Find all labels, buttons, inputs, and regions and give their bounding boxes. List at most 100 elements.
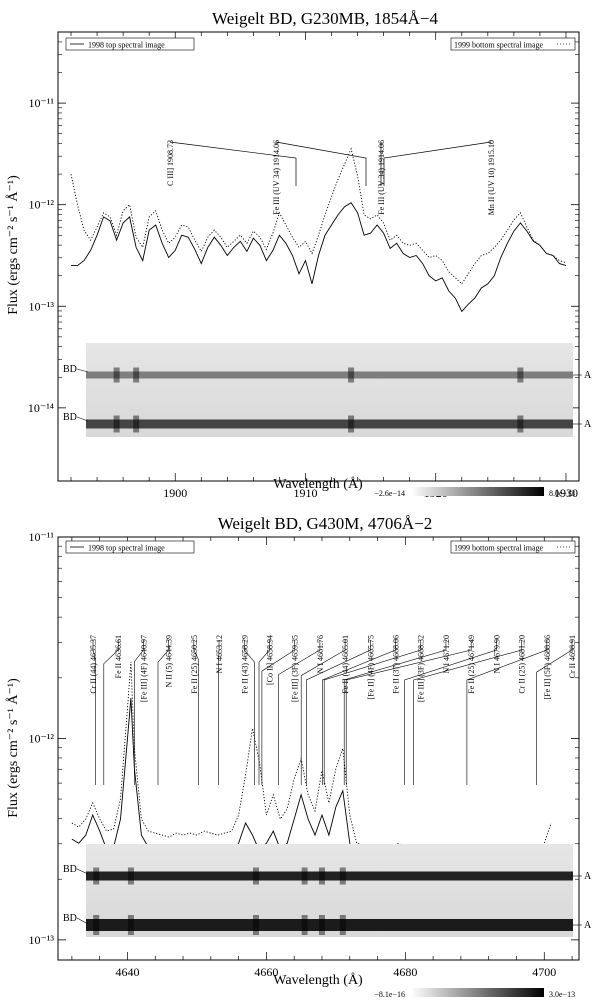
legend-left-label: 1998 top spectral image bbox=[88, 544, 165, 553]
x-tick-label: 1910 bbox=[293, 486, 317, 500]
panel-2-colorbar: −8.1e−16 3.0e−13 bbox=[374, 988, 575, 999]
panel-2-legend-left: 1998 top spectral image bbox=[65, 540, 195, 554]
label-tick bbox=[76, 917, 89, 925]
series-line-1999 bbox=[70, 147, 567, 285]
panel-2: Weigelt BD, G430M, 4706Å−2 Flux (ergs cm… bbox=[5, 514, 592, 999]
spectral-feature bbox=[133, 367, 140, 383]
colorbar-gradient bbox=[411, 988, 544, 997]
panel-1-y-ticks: 10⁻¹¹ 10⁻¹² 10⁻¹³ 10⁻¹⁴ bbox=[28, 31, 579, 415]
spectral-feature bbox=[301, 915, 308, 935]
line-id-leader bbox=[261, 640, 295, 785]
spectral-label-bd-top: BD bbox=[63, 364, 77, 375]
spectral-feature bbox=[318, 867, 325, 885]
spectral-feature bbox=[133, 415, 140, 433]
panel-1-xlabel: Wavelength (Å) bbox=[273, 476, 363, 492]
y-tick-label: 10⁻¹³ bbox=[28, 299, 54, 313]
y-tick-label: 10⁻¹¹ bbox=[28, 530, 54, 544]
spectral-feature bbox=[93, 867, 100, 885]
spectral-label-a-bottom: A bbox=[584, 920, 592, 931]
line-id-leader bbox=[343, 640, 447, 785]
panel-1-series bbox=[70, 147, 567, 313]
legend-box bbox=[450, 540, 576, 554]
line-id-label: Fe II (37) 4668.06 bbox=[392, 635, 401, 694]
x-tick-label: 1930 bbox=[554, 486, 578, 500]
line-id-label: N I 4653.12 bbox=[215, 635, 224, 673]
panel-2-title: Weigelt BD, G430M, 4706Å−2 bbox=[218, 514, 433, 533]
spectral-label-bd-bottom: BD bbox=[63, 412, 77, 423]
spectral-feature bbox=[93, 915, 100, 935]
line-id-leader bbox=[103, 640, 119, 785]
spectral-feature bbox=[113, 367, 120, 383]
line-id-label: [Fe III] (3F) 4668.32 bbox=[417, 635, 426, 702]
spectral-lane bbox=[86, 871, 573, 881]
panel-1-legend-left: 1998 top spectral image bbox=[65, 37, 195, 51]
spectral-feature bbox=[252, 867, 259, 885]
x-tick-label: 4700 bbox=[532, 965, 556, 979]
spectral-label-a-top: A bbox=[584, 370, 592, 381]
spectral-feature bbox=[318, 915, 325, 935]
legend-left-label: 1998 top spectral image bbox=[88, 41, 165, 50]
panel-2-y-ticks: 10⁻¹¹ 10⁻¹² 10⁻¹³ bbox=[28, 530, 579, 947]
spectral-feature bbox=[252, 915, 259, 935]
panel-1: Weigelt BD, G230MB, 1854Å−4 Flux (ergs c… bbox=[5, 9, 592, 500]
panel-1-legend-right: 1999 bottom spectral image bbox=[450, 37, 576, 51]
y-tick-label: 10⁻¹¹ bbox=[28, 96, 54, 110]
spectral-lane bbox=[86, 371, 573, 379]
line-id-label: [Co II] 4658.94 bbox=[265, 635, 274, 685]
spectral-feature bbox=[127, 867, 134, 885]
colorbar-min-label: −8.1e−16 bbox=[374, 990, 405, 999]
y-tick-label: 10⁻¹⁴ bbox=[28, 401, 54, 415]
line-id-label: Fe III (UV 34) 1914.06 bbox=[272, 140, 281, 215]
colorbar-max-label: 3.0e−13 bbox=[549, 990, 575, 999]
legend-right-label: 1999 bottom spectral image bbox=[454, 544, 544, 553]
spectral-feature bbox=[339, 915, 346, 935]
x-tick-label: 1900 bbox=[163, 486, 187, 500]
line-id-leader bbox=[300, 640, 346, 785]
x-tick-label: 4640 bbox=[115, 965, 139, 979]
panel-2-x-ticks: 4640 4660 4680 4700 bbox=[71, 537, 573, 979]
y-tick-label: 10⁻¹³ bbox=[28, 933, 54, 947]
panel-2-line-annotations: Cr II (44) 4635.37 Fe II 4636.61 [Fe III] … bbox=[89, 635, 577, 785]
spectral-image-features bbox=[86, 367, 573, 433]
spectral-feature bbox=[127, 915, 134, 935]
panel-1-colorbar: −2.6e−14 8.0e−13 bbox=[374, 487, 575, 498]
colorbar-min-label: −2.6e−14 bbox=[374, 489, 405, 498]
line-id-label: N II (5) 4644.39 bbox=[165, 635, 174, 687]
line-id-label: [Fe III] (4F) 4640.97 bbox=[139, 635, 148, 702]
line-id-leader bbox=[413, 640, 522, 785]
line-id-label: C III] 1908.73 bbox=[166, 140, 175, 186]
spectral-label-bd-top: BD bbox=[63, 864, 77, 875]
line-id-label: Cr II (25) 4681.20 bbox=[518, 635, 527, 694]
panel-1-spectral-image: BD A BD A bbox=[63, 343, 592, 437]
legend-right-label: 1999 bottom spectral image bbox=[454, 41, 544, 50]
panel-1-title: Weigelt BD, G230MB, 1854Å−4 bbox=[212, 9, 438, 28]
spectral-feature bbox=[517, 367, 524, 383]
spectral-label-a-bottom: A bbox=[584, 419, 592, 430]
panel-2-legend-right: 1999 bottom spectral image bbox=[450, 540, 576, 554]
panel-2-axes-frame bbox=[57, 536, 580, 961]
line-id-label: Fe II (43) 4658.29 bbox=[240, 635, 249, 694]
line-id-leader bbox=[404, 640, 497, 785]
panel-1-axes-frame bbox=[57, 31, 580, 482]
spectral-lane bbox=[86, 919, 573, 931]
line-id-label: Cr II 4698.91 bbox=[568, 635, 577, 678]
spectral-feature bbox=[113, 415, 120, 433]
line-id-label: N I 4679.90 bbox=[492, 635, 501, 673]
line-id-label: Fe II 4636.61 bbox=[114, 635, 123, 678]
panel-1-line-annotations: C III] 1908.73 Fe III (UV 34) 1914.06 Fe I… bbox=[166, 140, 496, 215]
spectral-feature bbox=[348, 415, 355, 433]
line-id-leader bbox=[193, 640, 199, 785]
line-id-label: Cr II (44) 4635.37 bbox=[89, 635, 98, 694]
line-id-label: Fe III (UV 34) 1914.06 bbox=[377, 140, 386, 215]
line-id-leader bbox=[169, 141, 297, 186]
line-id-label: Fe II (25) 4671.49 bbox=[467, 635, 476, 694]
line-id-leader bbox=[466, 640, 548, 785]
line-id-label: N I 4671.20 bbox=[442, 635, 451, 673]
line-id-label: Fe II (44) 4665.01 bbox=[341, 635, 350, 694]
spectral-feature bbox=[339, 867, 346, 885]
line-id-leader bbox=[243, 640, 255, 785]
line-id-label: [Fe II] (5F) 4688.86 bbox=[543, 635, 552, 699]
spectral-feature bbox=[301, 867, 308, 885]
line-id-leader bbox=[536, 640, 573, 785]
